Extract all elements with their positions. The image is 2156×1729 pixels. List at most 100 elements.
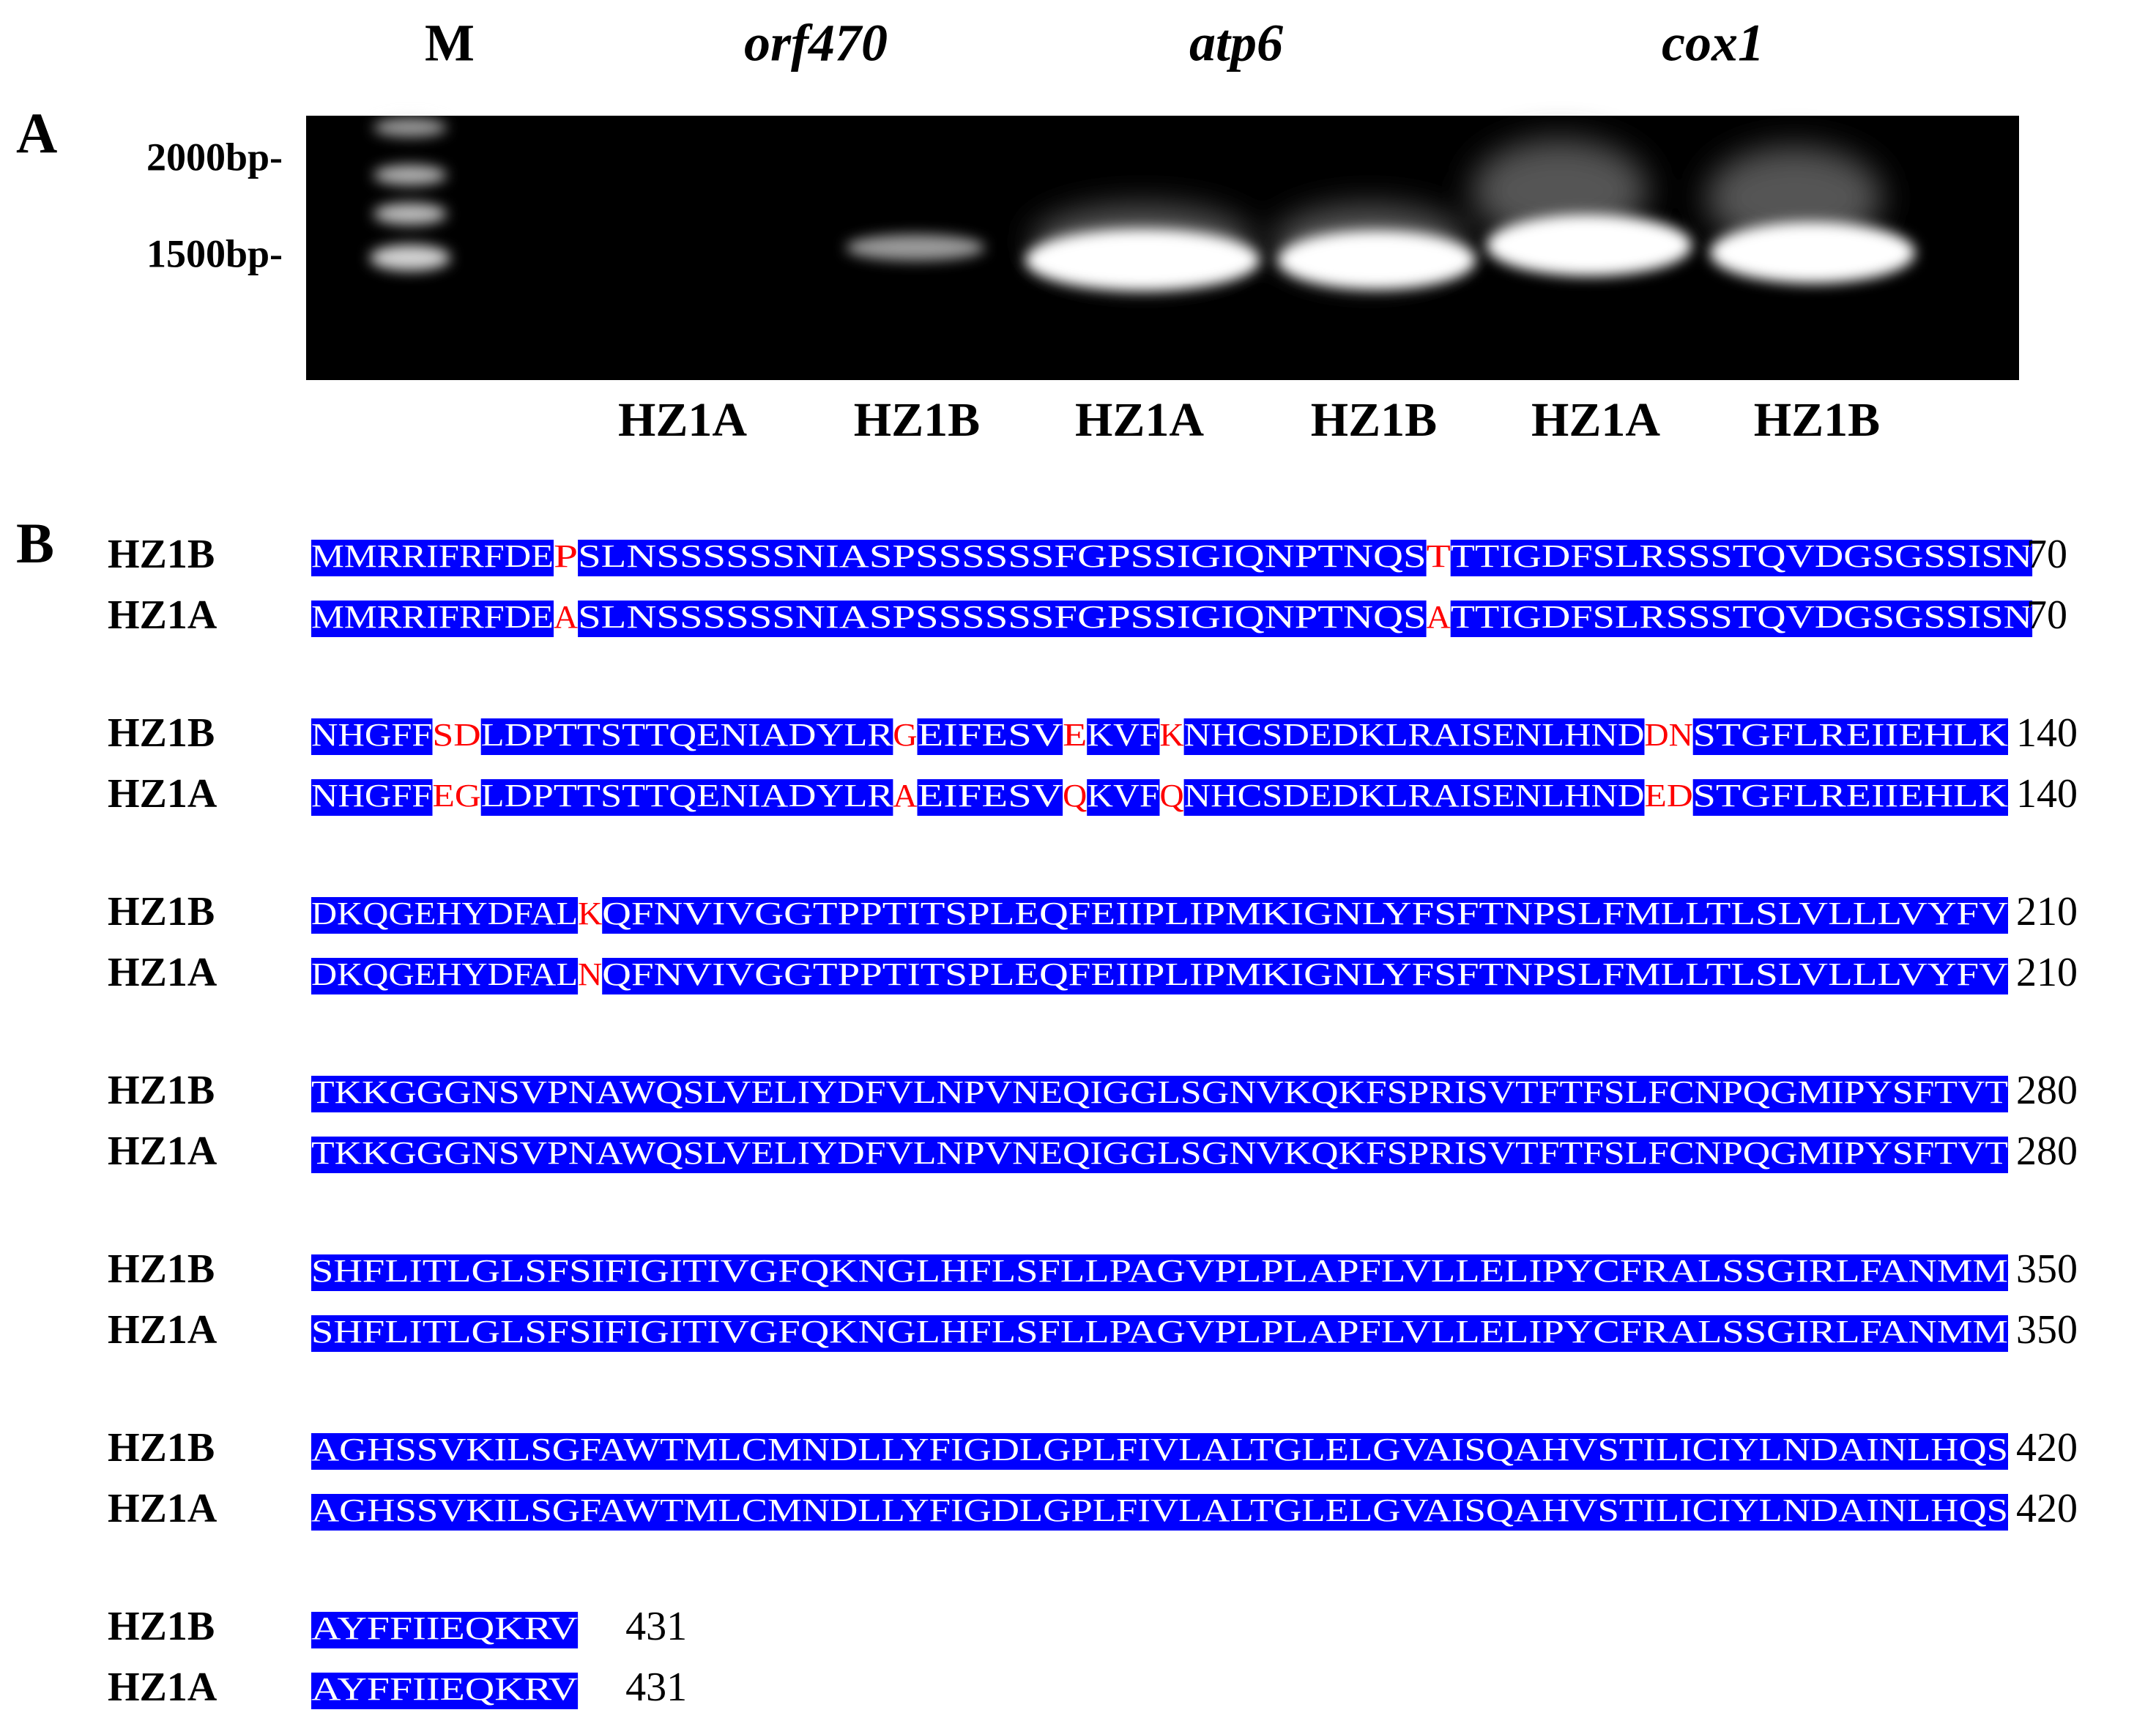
sequence-segment: EG <box>433 778 481 814</box>
sequence-segment: STGFLREIIEHLK <box>1693 717 2009 753</box>
sequence-name: HZ1A <box>108 771 218 817</box>
sequence-segment: STGFLREIIEHLK <box>1693 778 2009 814</box>
identity-highlight <box>917 779 1063 816</box>
sequence-segment: N <box>578 956 602 992</box>
position-number: 280 <box>2016 1129 2078 1174</box>
identity-highlight <box>1692 718 2008 755</box>
marker-header: M <box>425 14 475 72</box>
sequence-segment: EIFESV <box>918 778 1063 814</box>
panel-label: B <box>16 511 54 575</box>
identity-highlight <box>1087 779 1160 816</box>
sequence-segment: AGHSSVKILSGFAWTMLCMNDLLYFIGDLGPLFIVLALTG… <box>311 1432 2008 1468</box>
lane-label: HZ1B <box>1754 393 1880 447</box>
sequence-segment: MMRRIFRFDE <box>311 538 554 574</box>
identity-highlight <box>311 1254 2008 1291</box>
gene-header: orf470 <box>744 14 888 72</box>
sequence-segment: T <box>1427 538 1451 574</box>
sequence-segment: QFNVIVGGTPPTITSPLEQFEIIPLIPMKIGNLYFSFTNP… <box>602 896 2008 932</box>
sequence-segment: SHFLITLGLSFSIFIGITIVGFQKNGLHFLSFLLPAGVPL… <box>311 1314 2008 1350</box>
position-number: 70 <box>2026 532 2067 577</box>
position-number: 420 <box>2016 1486 2078 1531</box>
sequence-segment: NHGFF <box>311 717 433 753</box>
gel-image <box>306 116 2019 380</box>
sequence-segment: ED <box>1645 778 1693 814</box>
sequence-name: HZ1B <box>108 1604 215 1649</box>
identity-highlight <box>1450 540 2033 576</box>
position-number: 280 <box>2016 1068 2078 1113</box>
sequence-segment: TKKGGGNSVPNAWQSLVELIYDFVLNPVNEQIGGLSGNVK… <box>311 1074 2008 1110</box>
identity-highlight <box>1183 718 1645 755</box>
sequence-segment: NHCSDEDKLRAISENLHND <box>1184 778 1645 814</box>
sequence-segment: TKKGGGNSVPNAWQSLVELIYDFVLNPVNEQIGGLSGNVK… <box>311 1135 2008 1171</box>
lane-label: HZ1A <box>618 393 747 447</box>
position-number: 210 <box>2016 950 2078 995</box>
sequence-segment: Q <box>1063 778 1087 814</box>
sequence-name: HZ1B <box>108 710 215 756</box>
sequence-name: HZ1A <box>108 950 218 995</box>
identity-highlight <box>311 540 554 576</box>
position-number: 140 <box>2016 771 2078 817</box>
lane-label: HZ1B <box>1311 393 1437 447</box>
size-marker: 2000bp- <box>146 135 283 179</box>
sequence-name: HZ1A <box>108 592 218 638</box>
sequence-segment: A <box>1427 599 1451 635</box>
sequence-name: HZ1A <box>108 1129 218 1174</box>
identity-highlight <box>311 1076 2008 1112</box>
sequence-name: HZ1A <box>108 1307 218 1353</box>
sequence-segment: MMRRIFRFDE <box>311 599 554 635</box>
sequence-segment: TTIGDFSLRSSSTQVDGSGSSISN <box>1451 599 2032 635</box>
identity-highlight <box>1183 779 1645 816</box>
sequence-segment: SLNSSSSSSNIASPSSSSSSFGPSSIGIQNPTNQS <box>578 599 1427 635</box>
position-number: 431 <box>625 1604 687 1649</box>
sequence-name: HZ1B <box>108 532 215 577</box>
identity-highlight <box>917 718 1063 755</box>
sequence-segment: SLNSSSSSSNIASPSSSSSSFGPSSIGIQNPTNQS <box>578 538 1427 574</box>
sequence-segment: E <box>1063 717 1087 753</box>
position-number: 140 <box>2016 710 2078 756</box>
position-number: 350 <box>2016 1246 2078 1292</box>
sequence-segment: LDPTTSTTQENIADYLR <box>481 778 893 814</box>
sequence-segment: LDPTTSTTQENIADYLR <box>481 717 893 753</box>
sequence-segment: KVF <box>1087 717 1159 753</box>
sequence-segment: P <box>554 538 578 574</box>
sequence-name: HZ1B <box>108 1425 215 1470</box>
identity-highlight <box>311 600 554 637</box>
sequence-segment: K <box>1160 717 1184 753</box>
sequence-name: HZ1A <box>108 1486 218 1531</box>
sequence-segment: DKQGEHYDFAL <box>311 896 578 932</box>
identity-highlight <box>311 1137 2008 1173</box>
gene-header: atp6 <box>1189 14 1283 72</box>
sequence-segment: AYFFIIEQKRV <box>311 1610 578 1646</box>
identity-highlight <box>311 1612 579 1648</box>
identity-highlight <box>311 1494 2008 1531</box>
gene-header: cox1 <box>1662 14 1764 72</box>
identity-highlight <box>311 1315 2008 1352</box>
lane-label: HZ1A <box>1531 393 1660 447</box>
position-number: 210 <box>2016 889 2078 934</box>
sequence-segment: G <box>893 717 917 753</box>
panel-label: A <box>16 101 57 165</box>
sequence-segment: DN <box>1645 717 1693 753</box>
position-number: 350 <box>2016 1307 2078 1353</box>
identity-highlight <box>311 1673 579 1709</box>
identity-highlight <box>311 779 433 816</box>
sequence-name: HZ1B <box>108 889 215 934</box>
identity-highlight <box>1087 718 1160 755</box>
sequence-segment: EIFESV <box>918 717 1063 753</box>
sequence-segment: SHFLITLGLSFSIFIGITIVGFQKNGLHFLSFLLPAGVPL… <box>311 1253 2008 1289</box>
lane-label: HZ1B <box>854 393 980 447</box>
sequence-segment: SD <box>433 717 481 753</box>
sequence-segment: K <box>578 896 602 932</box>
identity-highlight <box>480 779 893 816</box>
position-number: 431 <box>625 1665 687 1710</box>
sequence-name: HZ1B <box>108 1246 215 1292</box>
identity-highlight <box>1692 779 2008 816</box>
sequence-name: HZ1B <box>108 1068 215 1113</box>
identity-highlight <box>578 540 1427 576</box>
sequence-segment: DKQGEHYDFAL <box>311 956 578 992</box>
sequence-segment: TTIGDFSLRSSSTQVDGSGSSISN <box>1451 538 2032 574</box>
sequence-segment: A <box>554 599 578 635</box>
sequence-segment: NHCSDEDKLRAISENLHND <box>1184 717 1645 753</box>
lane-label: HZ1A <box>1075 393 1204 447</box>
